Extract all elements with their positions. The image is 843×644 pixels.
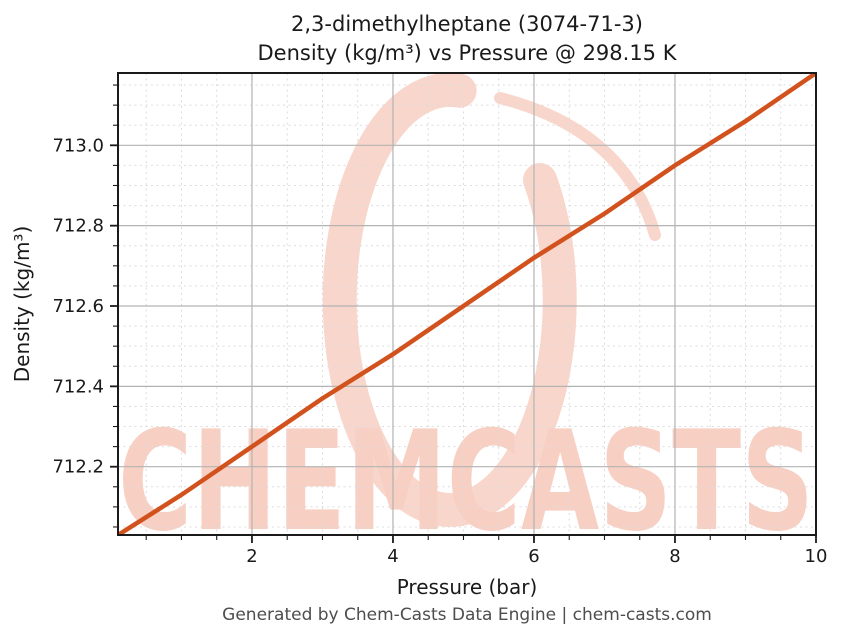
y-tick-label: 712.2 — [52, 457, 104, 478]
x-axis-label: Pressure (bar) — [396, 575, 538, 599]
y-tick-label: 712.8 — [52, 216, 104, 237]
footer-attribution: Generated by Chem-Casts Data Engine | ch… — [222, 605, 712, 625]
x-tick-label: 6 — [528, 546, 539, 567]
watermark-ring-flick-icon — [558, 243, 575, 335]
minor-gridlines — [118, 73, 816, 535]
y-tick-label: 713.0 — [52, 135, 104, 156]
watermark-ring-swoosh-icon — [494, 92, 661, 241]
plot-border — [117, 72, 817, 536]
axes-spines-and-ticks — [110, 72, 817, 543]
density-line — [118, 73, 816, 535]
y-axis-label: Density (kg/m³) — [10, 225, 34, 383]
data-series — [118, 73, 816, 535]
chart-title-line1: 2,3-dimethylheptane (3074-71-3) — [291, 12, 643, 36]
y-tick-label: 712.6 — [52, 296, 104, 317]
watermark-ring-icon — [322, 73, 577, 527]
tick-labels: 2 4 6 8 10 712.2 712.4 712.6 712.8 713.0 — [52, 135, 827, 567]
x-tick-label: 4 — [387, 546, 398, 567]
chart-title: 2,3-dimethylheptane (3074-71-3) Density … — [118, 10, 816, 68]
x-tick-label: 2 — [246, 546, 257, 567]
x-tick-label: 8 — [669, 546, 680, 567]
x-tick-label: 10 — [805, 546, 828, 567]
chart-title-line2: Density (kg/m³) vs Pressure @ 298.15 K — [257, 41, 677, 65]
watermark-text: CHEMCASTS — [118, 401, 814, 562]
y-tick-label: 712.4 — [52, 376, 104, 397]
